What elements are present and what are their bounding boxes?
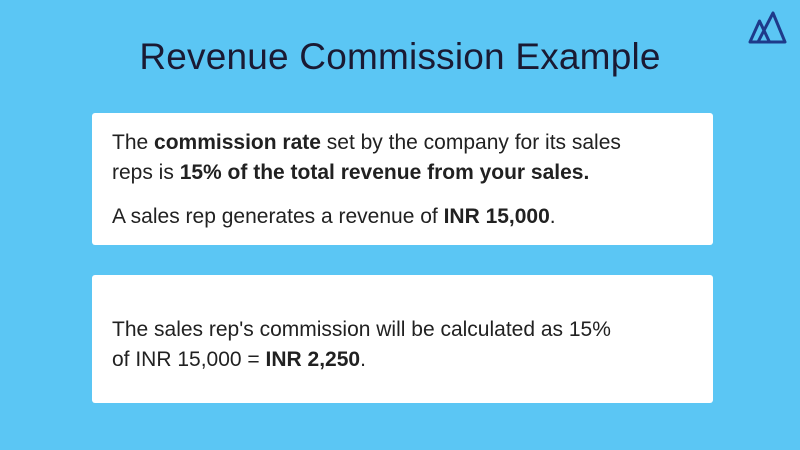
highlighted-text: INR 2,250 (265, 348, 361, 371)
twin-peaks-logo-icon (748, 11, 787, 44)
text-segment: . (549, 205, 556, 228)
text-segment: of INR 15,000 = (112, 348, 266, 371)
paragraph: A sales rep generates a revenue of INR 1… (112, 202, 693, 232)
highlighted-text: INR 15,000 (443, 205, 550, 228)
text-segment: reps is (112, 161, 180, 184)
text-segment: The (112, 131, 155, 154)
paragraph: The sales rep's commission will be calcu… (112, 315, 693, 375)
info-card-commission-calculation: The sales rep's commission will be calcu… (92, 275, 713, 403)
text-segment: A sales rep generates a revenue of (112, 205, 444, 228)
highlighted-text: 15% of the total revenue from your sales… (179, 161, 590, 184)
text-segment: The sales rep's commission will be calcu… (112, 318, 611, 341)
paragraph: The commission rate set by the company f… (112, 128, 693, 188)
page-title: Revenue Commission Example (139, 36, 661, 77)
info-card-commission-rate: The commission rate set by the company f… (92, 113, 713, 245)
highlighted-text: commission rate (154, 131, 321, 154)
text-segment: . (360, 348, 366, 371)
text-segment: set by the company for its sales (320, 131, 621, 154)
